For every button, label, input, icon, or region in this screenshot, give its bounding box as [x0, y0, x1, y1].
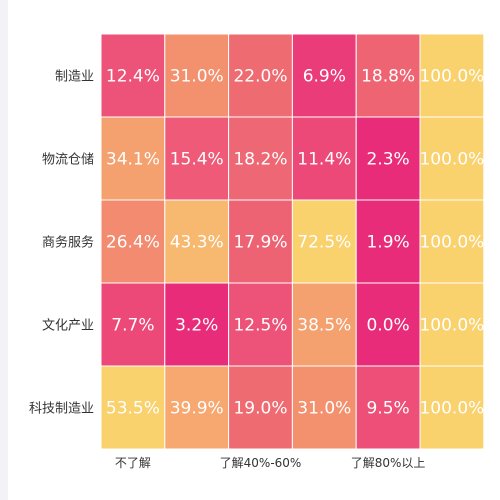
cell-value-label: 6.9%: [303, 67, 346, 87]
heatmap-cell[interactable]: [355, 365, 421, 450]
heatmap-cell[interactable]: [291, 199, 357, 284]
cell-value-label: 34.1%: [106, 150, 160, 170]
cell-value-label: 39.9%: [170, 399, 224, 419]
x-axis-tick-label: 了解80%以上: [351, 456, 426, 470]
cell-value-label: 100.0%: [419, 399, 484, 419]
cell-value-label: 17.9%: [233, 233, 287, 253]
heatmap-cell[interactable]: [164, 116, 230, 201]
cell-value-label: 12.5%: [233, 316, 287, 336]
x-axis-tick-label: 了解40%-60%: [220, 456, 302, 470]
heatmap-cell[interactable]: [164, 282, 230, 367]
y-axis-tick-label: 商务服务: [42, 235, 94, 251]
y-axis-tick-label: 制造业: [55, 70, 94, 85]
heatmap-cell[interactable]: [419, 199, 485, 284]
x-axis-labels: 不了解 了解40%-60% 了解80%以上: [115, 456, 426, 470]
heatmap-cell[interactable]: [419, 116, 485, 201]
heatmap-cell[interactable]: [100, 199, 166, 284]
cell-value-label: 11.4%: [297, 150, 351, 170]
cell-value-label: 31.0%: [297, 399, 351, 419]
cell-value-label: 15.4%: [170, 150, 224, 170]
cell-value-label: 43.3%: [170, 233, 224, 253]
y-axis-tick-label: 科技制造业: [29, 402, 94, 417]
cell-value-label: 22.0%: [233, 67, 287, 87]
heatmap-cell[interactable]: [291, 116, 357, 201]
heatmap-cell[interactable]: [355, 282, 421, 367]
heatmap-cell[interactable]: [419, 365, 485, 450]
heatmap-cell[interactable]: [419, 282, 485, 367]
heatmap-cell[interactable]: [100, 282, 166, 367]
cell-value-label: 72.5%: [297, 233, 351, 253]
cell-value-label: 100.0%: [419, 233, 484, 253]
cell-value-label: 100.0%: [419, 150, 484, 170]
heatmap-cell[interactable]: [100, 365, 166, 450]
cell-value-label: 0.0%: [366, 316, 409, 336]
heatmap-cell[interactable]: [164, 365, 230, 450]
heatmap-cell[interactable]: [164, 33, 230, 118]
cell-value-label: 7.7%: [111, 316, 154, 336]
y-axis-tick-label: 物流仓储: [42, 153, 94, 168]
cell-value-label: 26.4%: [106, 233, 160, 253]
heatmap-cell[interactable]: [228, 282, 293, 367]
heatmap-cell[interactable]: [228, 199, 293, 284]
cell-value-label: 53.5%: [106, 399, 160, 419]
y-axis-tick-label: 文化产业: [42, 319, 94, 334]
cell-value-label: 12.4%: [106, 67, 160, 87]
heatmap-cell[interactable]: [228, 116, 293, 201]
heatmap-cell[interactable]: [291, 365, 357, 450]
page-left-strip: [0, 0, 8, 500]
cell-value-label: 18.2%: [233, 150, 287, 170]
cell-value-label: 38.5%: [297, 316, 351, 336]
cell-value-label: 31.0%: [170, 67, 224, 87]
cell-value-label: 19.0%: [233, 399, 287, 419]
heatmap-cell[interactable]: [355, 116, 421, 201]
cell-value-label: 2.3%: [366, 150, 409, 170]
heatmap-cell[interactable]: [228, 365, 293, 450]
heatmap-cell[interactable]: [355, 199, 421, 284]
cell-value-label: 18.8%: [361, 67, 415, 87]
heatmap-cells: 12.4% 31.0% 22.0% 6.9% 18.8% 100.0%34.1% 15.4%…: [100, 33, 485, 450]
cell-value-label: 3.2%: [175, 316, 218, 336]
cell-value-label: 9.5%: [366, 399, 409, 419]
cell-value-label: 1.9%: [366, 233, 409, 253]
x-axis-tick-label: 不了解: [115, 456, 151, 470]
cell-value-label: 100.0%: [419, 316, 484, 336]
cell-value-label: 100.0%: [419, 67, 484, 87]
